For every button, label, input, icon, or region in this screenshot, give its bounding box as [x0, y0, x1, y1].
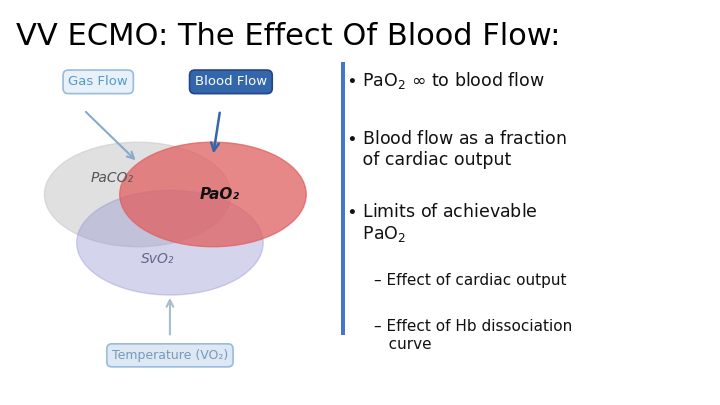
Text: SvO₂: SvO₂: [141, 252, 174, 266]
Circle shape: [45, 142, 231, 247]
Text: $\bullet$ Limits of achievable
   PaO$_2$: $\bullet$ Limits of achievable PaO$_2$: [346, 202, 537, 243]
FancyBboxPatch shape: [341, 62, 345, 335]
Text: Gas Flow: Gas Flow: [68, 75, 128, 88]
Text: PaCO₂: PaCO₂: [91, 171, 134, 185]
Text: PaO₂: PaO₂: [200, 187, 240, 202]
Text: $\bullet$ Blood flow as a fraction
   of cardiac output: $\bullet$ Blood flow as a fraction of ca…: [346, 130, 567, 169]
Text: – Effect of Hb dissociation
   curve: – Effect of Hb dissociation curve: [374, 319, 572, 352]
Circle shape: [120, 142, 306, 247]
Circle shape: [77, 190, 264, 295]
Text: $\bullet$ PaO$_2$ ∞ to blood flow: $\bullet$ PaO$_2$ ∞ to blood flow: [346, 70, 544, 91]
Text: Temperature (VO₂): Temperature (VO₂): [112, 349, 228, 362]
Text: Blood Flow: Blood Flow: [195, 75, 267, 88]
Text: – Effect of cardiac output: – Effect of cardiac output: [374, 273, 567, 288]
Text: VV ECMO: The Effect Of Blood Flow:: VV ECMO: The Effect Of Blood Flow:: [16, 21, 560, 51]
